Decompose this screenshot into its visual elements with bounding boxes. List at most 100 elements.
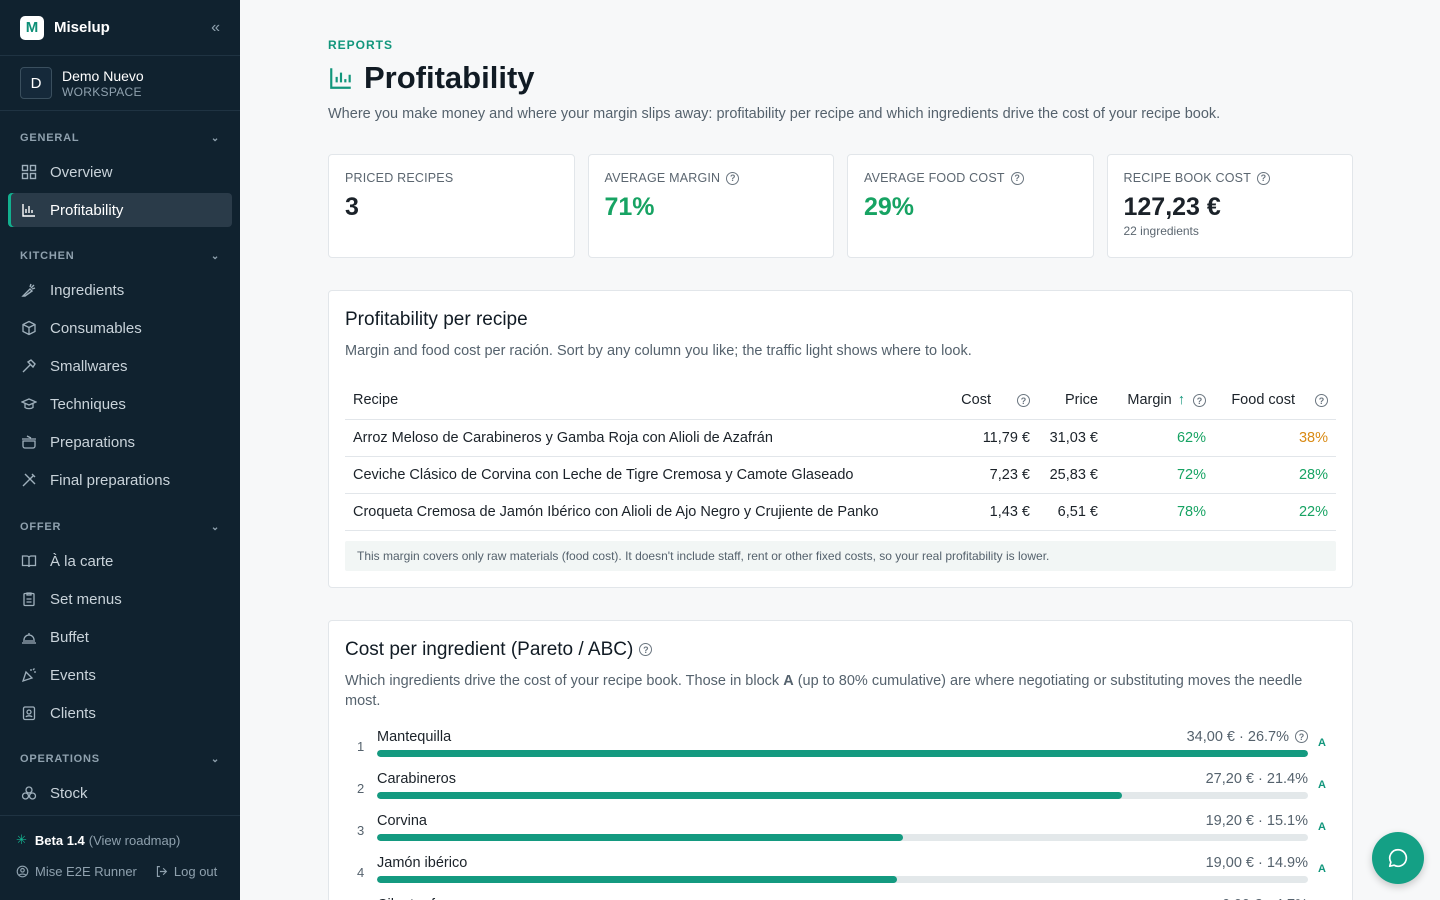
- abc-block-badge: A: [1318, 778, 1326, 791]
- page-subtitle: Where you make money and where your marg…: [328, 106, 1221, 122]
- bar-chart-icon: [330, 68, 351, 89]
- col-margin[interactable]: Margin ↑ ?: [1106, 381, 1214, 420]
- rank: 2: [357, 780, 365, 796]
- sidebar-item-preparations[interactable]: Preparations: [8, 425, 232, 459]
- cost-bar: [377, 833, 1308, 841]
- sidebar-item-label: Final preparations: [50, 471, 171, 489]
- recipe-name: Croqueta Cremosa de Jamón Ibérico con Al…: [345, 493, 946, 531]
- chevron-down-icon: ⌄: [210, 521, 220, 533]
- cooking-pot-icon: [20, 433, 38, 451]
- recipe-card-title: Profitability per recipe: [345, 309, 528, 330]
- pareto-card: Cost per ingredient (Pareto / ABC) ? Whi…: [328, 619, 1353, 900]
- cost-bar: [377, 875, 1308, 883]
- sparkle-icon: ✳: [16, 832, 27, 847]
- sidebar-item-final-preparations[interactable]: Final preparations: [8, 463, 232, 497]
- help-icon[interactable]: ?: [1193, 394, 1206, 408]
- recipe-price: 6,51 €: [1038, 493, 1106, 531]
- ingredient-cost-share: 34,00 € · 26.7%: [1186, 728, 1289, 745]
- sidebar-item-label: Smallwares: [50, 357, 128, 375]
- main-content: REPORTS Profitability Where you make mon…: [328, 0, 1353, 900]
- sidebar-item-stock[interactable]: Stock: [8, 776, 232, 810]
- view-roadmap-link[interactable]: (View roadmap): [88, 832, 181, 848]
- help-icon[interactable]: ?: [1295, 730, 1308, 743]
- recipe-margin: 72%: [1106, 456, 1214, 494]
- section-operations[interactable]: OPERATIONS ⌄: [20, 753, 220, 765]
- collapse-sidebar-icon[interactable]: «: [211, 18, 220, 36]
- logout-icon: [156, 866, 168, 877]
- col-food-cost[interactable]: Food cost?: [1214, 381, 1336, 420]
- chevron-down-icon: ⌄: [210, 753, 220, 765]
- contact-icon: [20, 704, 38, 722]
- sidebar-item-smallwares[interactable]: Smallwares: [8, 349, 232, 383]
- sort-ascending-icon: ↑: [1177, 391, 1185, 408]
- section-general[interactable]: GENERAL ⌄: [20, 132, 220, 144]
- sidebar-item-profitability[interactable]: Profitability: [8, 193, 232, 227]
- user-menu[interactable]: Mise E2E Runner: [16, 864, 137, 879]
- grid-icon: [20, 163, 38, 181]
- recipe-table: Recipe Cost? Price Margin ↑ ? Food cost?: [345, 381, 1336, 531]
- kpi-subtext: 22 ingredients: [1123, 224, 1199, 238]
- sidebar-item-clients[interactable]: Clients: [8, 696, 232, 730]
- list-item: 4 Jamón ibérico 19,00 € · 14.9% A: [345, 855, 1336, 897]
- pareto-list: 1 Mantequilla 34,00 € · 26.7%? A 2 Carab…: [345, 729, 1336, 900]
- kpi-value: 127,23 €: [1123, 193, 1221, 221]
- sidebar-item-consumables[interactable]: Consumables: [8, 311, 232, 345]
- workspace-label: WORKSPACE: [62, 84, 142, 99]
- sidebar-item-set-menus[interactable]: Set menus: [8, 582, 232, 616]
- sidebar-item-label: Consumables: [50, 319, 142, 337]
- help-icon[interactable]: ?: [1315, 394, 1328, 408]
- sidebar-item-label: Stock: [50, 784, 88, 802]
- table-row[interactable]: Croqueta Cremosa de Jamón Ibérico con Al…: [345, 493, 1336, 531]
- section-offer[interactable]: OFFER ⌄: [20, 521, 220, 533]
- app-name: Miselup: [54, 19, 110, 36]
- sidebar-item-events[interactable]: Events: [8, 658, 232, 692]
- help-icon[interactable]: ?: [726, 171, 740, 185]
- list-item: 2 Carabineros 27,20 € · 21.4% A: [345, 771, 1336, 813]
- logout-button[interactable]: Log out: [155, 864, 217, 879]
- sidebar-item-buffet[interactable]: Buffet: [8, 620, 232, 654]
- col-recipe[interactable]: Recipe: [345, 381, 946, 420]
- kpi-average-margin: AVERAGE MARGIN? 71%: [587, 154, 834, 258]
- chat-button[interactable]: [1372, 832, 1424, 884]
- sidebar-item-label: Events: [50, 666, 96, 684]
- cost-bar-fill: [377, 875, 898, 883]
- sidebar-item-a-la-carte[interactable]: À la carte: [8, 544, 232, 578]
- col-price[interactable]: Price: [1038, 381, 1106, 420]
- kpi-label: RECIPE BOOK COST: [1123, 171, 1252, 185]
- chevron-down-icon: ⌄: [210, 132, 220, 144]
- recipe-name: Ceviche Clásico de Corvina con Leche de …: [345, 456, 946, 494]
- carrot-icon: [20, 281, 38, 299]
- sidebar-item-overview[interactable]: Overview: [8, 155, 232, 189]
- help-icon[interactable]: ?: [1017, 394, 1030, 408]
- recipe-margin: 62%: [1106, 419, 1214, 457]
- recipe-food-cost: 38%: [1214, 419, 1336, 457]
- list-item: 5 Cilantro fresco 6,00 € · 4.7% B: [345, 897, 1336, 900]
- workspace-avatar: D: [20, 67, 52, 99]
- sidebar-item-techniques[interactable]: Techniques: [8, 387, 232, 421]
- cost-bar-fill: [377, 749, 1308, 757]
- utensils-icon: [20, 471, 38, 489]
- sidebar-item-ingredients[interactable]: Ingredients: [8, 273, 232, 307]
- kpi-average-food-cost: AVERAGE FOOD COST? 29%: [847, 154, 1094, 258]
- recipe-cost: 11,79 €: [946, 419, 1038, 457]
- help-icon[interactable]: ?: [1257, 171, 1271, 185]
- rank: 4: [357, 864, 365, 880]
- table-header-row: Recipe Cost? Price Margin ↑ ? Food cost?: [345, 381, 1336, 420]
- recipe-price: 25,83 €: [1038, 456, 1106, 494]
- table-row[interactable]: Arroz Meloso de Carabineros y Gamba Roja…: [345, 419, 1336, 457]
- help-icon[interactable]: ?: [639, 643, 653, 656]
- kpi-value: 3: [345, 193, 359, 221]
- list-item: 3 Corvina 19,20 € · 15.1% A: [345, 813, 1336, 855]
- hammer-icon: [20, 357, 38, 375]
- workspace-switcher[interactable]: D Demo Nuevo WORKSPACE: [0, 56, 240, 111]
- section-kitchen[interactable]: KITCHEN ⌄: [20, 250, 220, 262]
- help-icon[interactable]: ?: [1010, 171, 1024, 185]
- col-cost[interactable]: Cost?: [946, 381, 1038, 420]
- table-row[interactable]: Ceviche Clásico de Corvina con Leche de …: [345, 456, 1336, 494]
- sidebar-item-label: Clients: [50, 704, 96, 722]
- app-logo: M: [20, 15, 44, 40]
- boxes-icon: [20, 784, 38, 802]
- sidebar-item-label: Set menus: [50, 590, 122, 608]
- ingredient-name: Mantequilla: [377, 728, 452, 745]
- rank: 3: [357, 822, 365, 838]
